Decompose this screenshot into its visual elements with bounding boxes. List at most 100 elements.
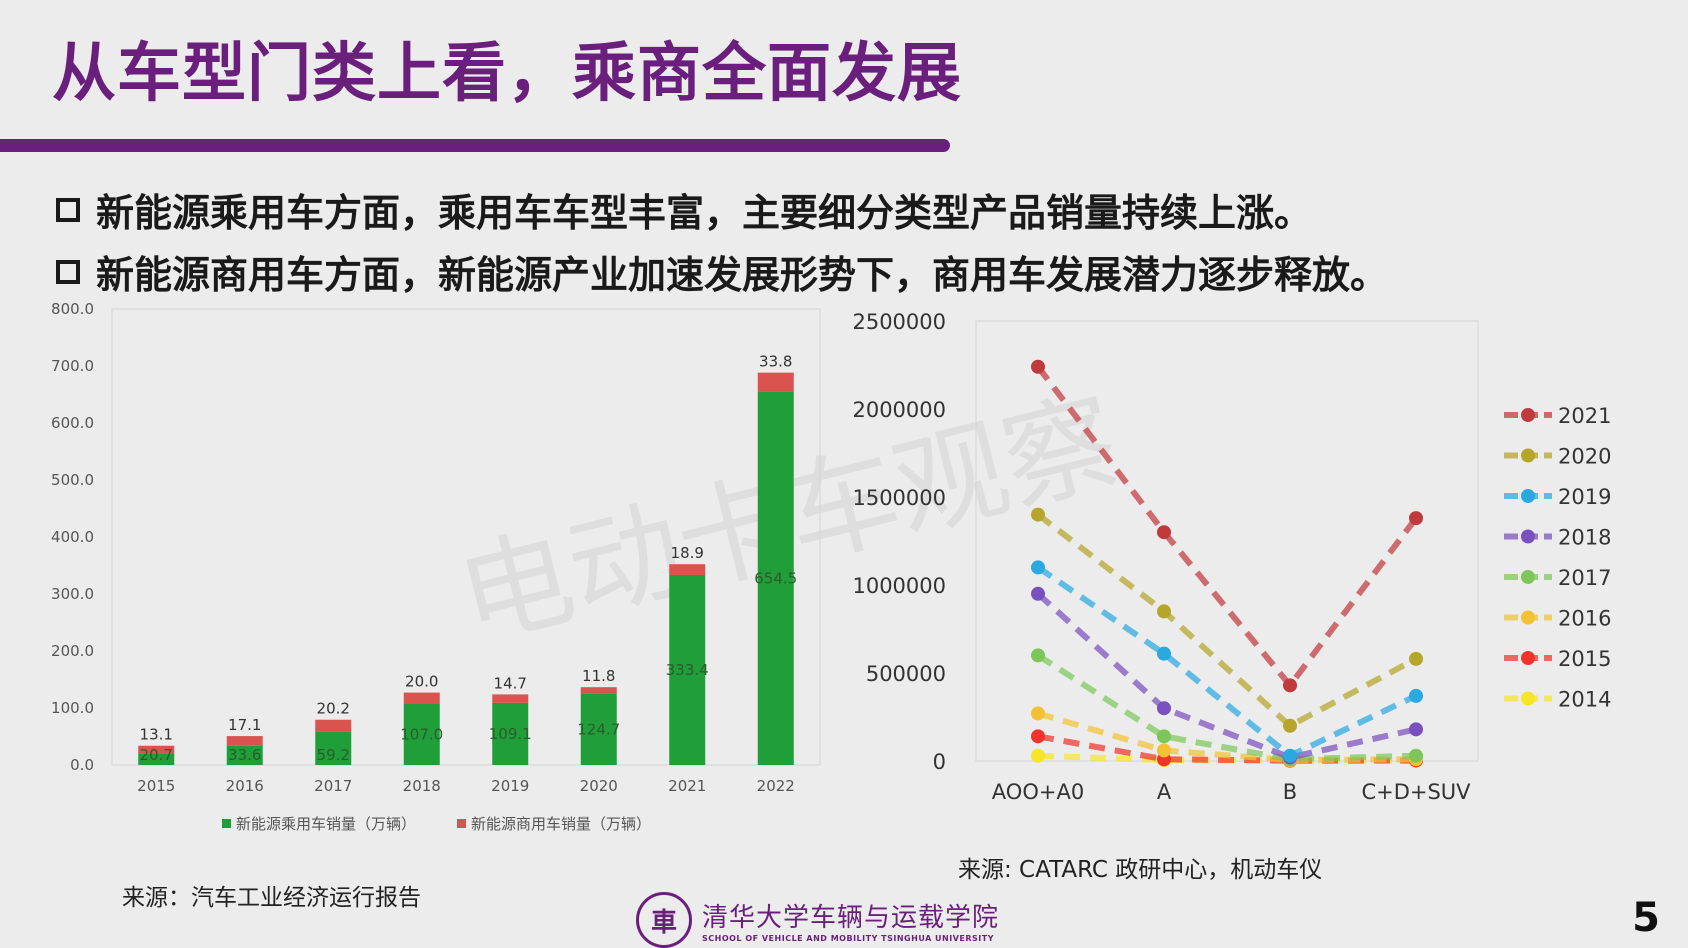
line-plot-frame — [975, 320, 1479, 762]
series-line — [1036, 652, 1417, 763]
bar-passenger-label: 20.7 — [140, 746, 173, 764]
legend-marker — [1521, 448, 1535, 463]
series-point — [1157, 525, 1171, 540]
bar-passenger-label: 654.5 — [754, 569, 797, 587]
footer-logo: 車 清华大学车辆与运载学院 SCHOOL OF VEHICLE AND MOBI… — [636, 892, 999, 948]
line-x-tick-label: AOO+A0 — [992, 780, 1084, 804]
slide-title: 从车型门类上看，乘商全面发展 — [52, 37, 962, 111]
legend-marker — [1521, 610, 1535, 625]
line-x-tick-label: A — [1157, 780, 1172, 804]
bar-passenger — [226, 745, 263, 765]
bar-y-tick-label: 100.0 — [51, 699, 94, 717]
series-point — [1031, 560, 1045, 575]
series-point — [1157, 604, 1171, 619]
bullet-2-text: 新能源商用车方面，新能源产业加速发展形势下，商用车发展潜力逐步释放。 — [96, 253, 1389, 297]
bar-commercial-label: 11.8 — [582, 667, 615, 685]
legend-label: 2021 — [1558, 404, 1611, 428]
bar-passenger — [315, 731, 352, 765]
line-y-tick-label: 1500000 — [852, 486, 946, 510]
legend-marker — [1521, 529, 1535, 544]
bar-y-tick-label: 0.0 — [70, 756, 94, 774]
series-point — [1409, 511, 1423, 526]
series-point — [1157, 701, 1171, 716]
bar-passenger — [403, 704, 440, 765]
source-left: 来源：汽车工业经济运行报告 — [122, 885, 421, 911]
line-y-tick-label: 1000000 — [852, 574, 946, 598]
bar-commercial-label: 20.2 — [317, 700, 350, 718]
legend-label: 2017 — [1558, 566, 1611, 590]
bar-commercial-label: 33.8 — [759, 353, 792, 371]
line-y-tick-label: 500000 — [866, 662, 946, 686]
footer-en: SCHOOL OF VEHICLE AND MOBILITY TSINGHUA … — [702, 934, 995, 943]
bar-commercial — [492, 694, 529, 703]
bar-passenger — [757, 391, 794, 765]
legend-marker — [1521, 408, 1535, 422]
bar-passenger-label: 59.2 — [317, 746, 350, 764]
bar-y-tick-label: 400.0 — [51, 528, 94, 546]
bar-x-tick-label: 2016 — [226, 777, 264, 795]
series-point — [1283, 678, 1297, 693]
legend-marker — [1521, 489, 1535, 503]
series-point — [1031, 748, 1045, 763]
legend-label: 2020 — [1558, 445, 1611, 469]
series-point — [1157, 729, 1171, 744]
source-right: 来源: CATARC 政研中心，机动车仪 — [958, 857, 1323, 883]
checkbox-square-icon — [56, 259, 80, 284]
bar-x-tick-label: 2019 — [491, 777, 529, 795]
bar-x-tick-label: 2020 — [580, 777, 618, 795]
bar-passenger-label: 109.1 — [489, 725, 532, 743]
bar-y-tick-label: 300.0 — [51, 585, 94, 603]
bar-commercial-label: 17.1 — [228, 716, 261, 734]
series-point — [1031, 507, 1045, 522]
legend-marker — [1521, 651, 1535, 665]
bullet-1-text: 新能源乘用车方面，乘用车车型丰富，主要细分类型产品销量持续上涨。 — [96, 191, 1313, 235]
series-point — [1031, 729, 1045, 744]
series-line — [1036, 512, 1418, 730]
bar-y-tick-label: 700.0 — [51, 357, 94, 375]
legend-label: 2014 — [1558, 688, 1611, 712]
bar-commercial-label: 18.9 — [671, 544, 704, 562]
legend-swatch — [457, 819, 466, 828]
bar-chart: 0.0 100.0 200.0 300.0 400.0 500.0 600.0 700.0 80… — [51, 300, 821, 833]
series-point — [1157, 743, 1171, 758]
series-point — [1409, 651, 1423, 666]
line-y-tick-label: 0 — [933, 750, 946, 774]
bar-y-tick-label: 600.0 — [51, 414, 94, 432]
bar-commercial — [757, 372, 794, 392]
series-point — [1283, 718, 1297, 733]
line-y-tick-label: 2000000 — [852, 398, 946, 422]
bar-commercial — [669, 564, 706, 575]
bar-commercial — [226, 736, 263, 746]
legend-marker — [1521, 570, 1535, 584]
series-line — [1035, 364, 1419, 691]
series-point — [1031, 648, 1045, 663]
bar-passenger — [138, 753, 175, 765]
bar-plot-frame — [111, 308, 821, 766]
series-point — [1283, 748, 1297, 763]
footer-cn: 清华大学车辆与运载学院 — [702, 903, 1000, 933]
series-point — [1031, 586, 1045, 601]
bar-x-tick-label: 2015 — [137, 777, 175, 795]
bar-x-tick-label: 2017 — [314, 777, 352, 795]
legend-label: 2015 — [1558, 647, 1611, 671]
line-y-tick-label: 2500000 — [852, 310, 946, 334]
legend-swatch — [222, 819, 231, 828]
bar-x-tick-label: 2022 — [757, 777, 795, 795]
bar-commercial-label: 14.7 — [494, 674, 527, 692]
bar-commercial — [138, 745, 175, 754]
bar-commercial — [403, 692, 440, 705]
series-line — [1035, 591, 1417, 761]
title-underline — [0, 139, 950, 152]
bar-passenger-label: 33.6 — [228, 746, 261, 764]
bullet-2: 新能源商用车方面，新能源产业加速发展形势下，商用车发展潜力逐步释放。 — [56, 244, 1388, 299]
bar-commercial — [580, 687, 617, 694]
page-number: 5 — [1632, 895, 1660, 941]
bar-passenger — [580, 693, 617, 765]
series-point — [1031, 706, 1045, 721]
line-x-tick-label: C+D+SUV — [1361, 780, 1471, 804]
bar-y-tick-label: 800.0 — [51, 300, 94, 318]
bar-y-tick-label: 500.0 — [51, 471, 94, 489]
line-chart: 0 500000 1000000 1500000 2000000 2500000 AOO+A… — [852, 310, 1611, 804]
bar-passenger — [669, 574, 706, 765]
bar-commercial — [315, 719, 352, 732]
